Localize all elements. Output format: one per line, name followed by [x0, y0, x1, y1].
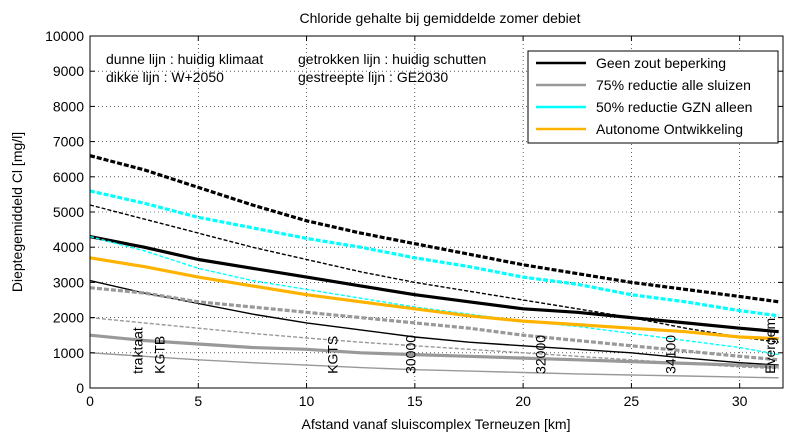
x-axis: 0 5 10 15 20 25 30: [86, 36, 748, 409]
legend: Geen zout beperking 75% reductie alle slu…: [527, 50, 779, 144]
location-label: 34100: [662, 335, 678, 374]
x-tick-label: 15: [407, 393, 423, 409]
location-label: Evergem: [762, 318, 778, 374]
legend-label: Geen zout beperking: [596, 55, 726, 71]
note-dashed-line: gestreepte lijn : GE2030: [298, 69, 448, 85]
series-group: [89, 154, 779, 379]
series-line: [89, 279, 779, 366]
note-thin-line: dunne lijn : huidig klimaat: [106, 51, 263, 67]
x-tick-label: 0: [86, 393, 94, 409]
y-tick-label: 3000: [53, 274, 84, 290]
location-label: traktaat: [130, 327, 146, 374]
notes: dunne lijn : huidig klimaat dikke lijn :…: [106, 51, 486, 85]
y-tick-label: 2000: [53, 310, 84, 326]
y-tick-label: 1000: [53, 345, 84, 361]
y-tick-label: 9000: [53, 63, 84, 79]
location-label: KGTS: [325, 336, 341, 374]
series-line: [89, 189, 779, 318]
legend-label: 50% reductie GZN alleen: [596, 99, 752, 115]
series-line: [89, 154, 779, 304]
series-line: [89, 256, 779, 341]
y-tick-label: 10000: [45, 28, 84, 44]
series-line: [89, 352, 779, 379]
series-line: [89, 204, 779, 343]
legend-box: [527, 50, 779, 144]
location-label: KGTB: [151, 336, 167, 374]
legend-label: 75% reductie alle sluizen: [596, 77, 751, 93]
x-tick-label: 25: [624, 393, 640, 409]
series-line: [89, 235, 779, 334]
y-axis-label: Dieptegemiddeld Cl [mg/l]: [9, 132, 25, 292]
note-solid-line: getrokken lijn : huidig schutten: [298, 51, 486, 67]
y-axis: 0 1000 2000 3000 4000 5000 6000 7000 8000 9000 100…: [45, 28, 783, 396]
series-line: [89, 235, 779, 356]
legend-label: Autonome Ontwikkeling: [596, 121, 743, 137]
y-tick-label: 0: [76, 380, 84, 396]
series-line: [89, 286, 779, 362]
x-tick-label: 20: [515, 393, 531, 409]
y-tick-label: 7000: [53, 134, 84, 150]
location-labels: traktaat KGTB KGTS 30000 32000 34100 Evergem: [130, 318, 778, 374]
note-thick-line: dikke lijn : W+2050: [106, 69, 224, 85]
series-line: [89, 316, 779, 370]
y-tick-label: 4000: [53, 239, 84, 255]
chart-title: Chloride gehalte bij gemiddelde zomer de…: [300, 10, 581, 26]
x-axis-label: Afstand vanaf sluiscomplex Terneuzen [km…: [302, 416, 571, 432]
y-tick-label: 6000: [53, 169, 84, 185]
y-tick-label: 5000: [53, 204, 84, 220]
location-label: 32000: [533, 335, 549, 374]
x-tick-label: 30: [732, 393, 748, 409]
y-tick-label: 8000: [53, 98, 84, 114]
x-tick-label: 10: [299, 393, 315, 409]
x-tick-label: 5: [194, 393, 202, 409]
location-label: 30000: [403, 335, 419, 374]
